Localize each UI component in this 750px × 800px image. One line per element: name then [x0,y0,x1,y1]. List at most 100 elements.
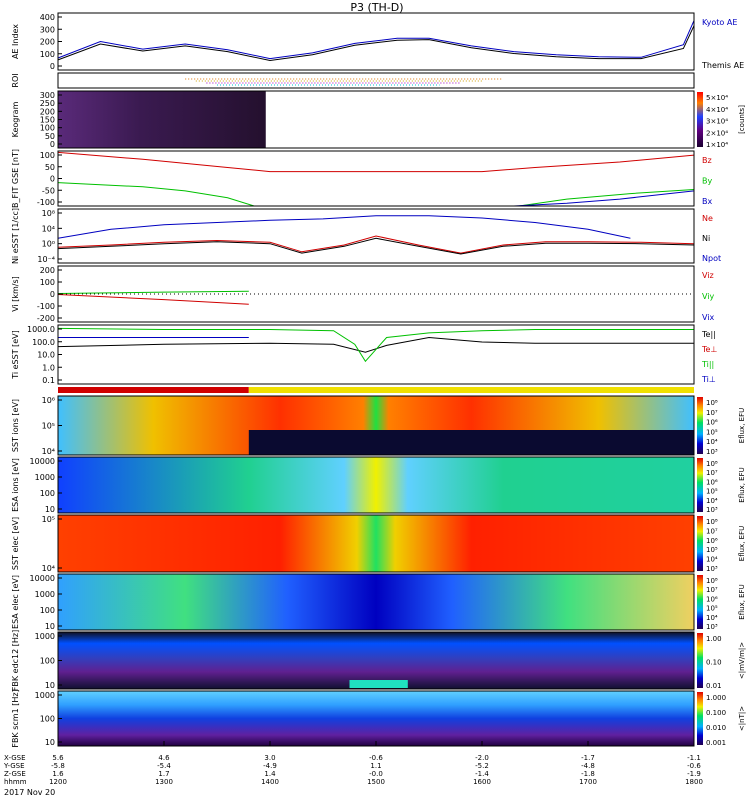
ytick-vi-1: 100 [40,278,55,287]
ylabel-bfit: B_FIT GSE [nT] [11,149,20,208]
bfit-series-1 [57,182,695,207]
cbar-label-fbk_e: <|mV/m|> [738,642,746,679]
panel-frames [57,12,703,747]
cbar-tick-keogram-3: 2×10⁴ [706,129,728,137]
cbar-tick-esa_i-0: 10⁸ [706,460,718,468]
colorbar-fbk_e [697,633,703,688]
ytick-bfit-1: 50 [45,163,55,172]
ephem-label-3: hhmm [4,778,27,786]
ytick-ae-4: 0 [50,62,55,71]
cbar-tick-keogram-0: 5×10⁴ [706,94,728,102]
ephem-value-0-2: 3.0 [264,754,275,762]
cbar-label-esa_e: Eflux, EFU [738,584,746,619]
legend-bfit-1: By [702,177,712,186]
cbar-tick-esa_e-1: 10⁷ [706,586,718,594]
ytick-keogram-3: 150 [40,116,55,125]
ephem-value-0-4: -2.0 [475,754,489,762]
ylabel-sst_e: SST elec [eV] [11,517,20,570]
ephem-value-2-1: 1.7 [158,770,169,778]
esa-ion-low-energy-block [248,430,695,455]
ytick-fbk_e-0: 1000 [35,632,55,641]
colorbar-esa_e [697,575,703,629]
ytick-bfit-4: -100 [37,198,55,207]
ni-series-0 [57,215,631,239]
ytick-ti-2: 10.0 [37,351,55,360]
spectrogram-fbk_e [58,632,694,689]
date-label: 2017 Nov 20 [4,788,55,797]
ytick-vi-0: 200 [40,266,55,275]
cbar-label-sst_e: Eflux, EFU [738,526,746,561]
cbar-tick-sst_i-0: 10⁸ [706,399,718,407]
ytick-keogram-0: 300 [40,91,55,100]
cbar-tick-esa_i-1: 10⁷ [706,469,718,477]
cbar-tick-sst_i-3: 10⁵ [706,428,718,436]
frame-ti [57,324,695,385]
legend-ni-2: Npot [702,254,721,263]
ytick-sst_i-2: 10⁴ [42,447,55,456]
frame-ae [57,12,695,71]
legend-vi-2: Vix [702,313,715,322]
colorbar-sst_i [697,397,703,454]
ephem-value-2-0: 1.6 [52,770,64,778]
flag-bar-segment-1 [248,387,695,393]
cbar-tick-fbk_b-2: 0.010 [706,724,726,732]
cbar-tick-esa_e-0: 10⁸ [706,577,718,585]
legend-ti-1: Te⊥ [701,345,717,354]
ephem-value-2-3: -0.0 [369,770,383,778]
cbar-tick-sst_e-4: 10⁴ [706,556,718,564]
legend-bfit-0: Bz [702,156,712,165]
ephem-value-3-0: 1200 [49,778,67,786]
cbar-label-fbk_b: <|nT|> [738,706,746,731]
ephem-value-1-4: -5.2 [475,762,489,770]
ytick-sst_e-1: 10⁴ [42,564,55,573]
cbar-tick-sst_e-3: 10⁵ [706,546,718,554]
cbar-tick-sst_i-4: 10⁴ [706,438,718,446]
ytick-esa_i-0: 10000 [30,457,55,466]
ytick-esa_e-1: 1000 [35,590,55,599]
ytick-vi-3: -100 [37,302,55,311]
x-axis: X-GSE 5.6 4.6 3.0 -0.6 -2.0 -1.7 -1.1 Y-GSE -5.8 -… [3,741,703,797]
ylabel-roi: ROI [11,73,20,87]
ytick-ti-0: 1000.0 [27,325,55,334]
ephem-label-1: Y-GSE [3,762,25,770]
ytick-ae-3: 100 [40,50,55,59]
ytick-sst_e-0: 10⁵ [42,515,55,524]
cbar-tick-esa_i-2: 10⁶ [706,478,718,486]
cbar-tick-sst_i-1: 10⁷ [706,409,718,417]
ytick-keogram-6: 0 [50,140,55,149]
ephem-value-1-2: -4.9 [263,762,277,770]
ytick-keogram-2: 200 [40,107,55,116]
ytick-fbk_e-1: 100 [40,657,55,666]
cbar-tick-keogram-2: 3×10⁴ [706,118,728,126]
ytick-fbk_e-2: 10 [45,681,55,690]
ytick-ni-1: 10⁴ [42,224,55,233]
ephem-value-2-5: -1.8 [581,770,595,778]
cbar-tick-keogram-4: 1×10⁴ [706,141,728,149]
ephem-label-2: Z-GSE [4,770,26,778]
ephem-value-1-1: -5.4 [157,762,171,770]
ytick-bfit-3: -50 [42,186,55,195]
ytick-fbk_b-0: 1000 [35,691,55,700]
cbar-tick-fbk_b-0: 1.000 [706,694,726,702]
ytick-esa_e-0: 10000 [30,574,55,583]
ti-series-1 [57,327,694,363]
plot-title: P3 (TH-D) [350,1,403,14]
ephem-label-0: X-GSE [4,754,26,762]
ytick-vi-4: -200 [37,314,55,323]
ytick-ae-2: 200 [40,38,55,47]
ephem-value-2-2: 1.4 [264,770,276,778]
spectrogram-esa_i [58,457,694,513]
legend-vi-0: Viz [702,271,714,280]
frame-roi [57,72,695,89]
colorbar-fbk_b [697,692,703,745]
ephem-value-1-5: -4.8 [581,762,595,770]
ylabel-keogram: Keogram [11,101,20,137]
ytick-keogram-1: 250 [40,99,55,108]
legend-ni-1: Ni [702,234,710,243]
bfit-series-2 [513,190,695,207]
ephem-value-1-0: -5.8 [51,762,65,770]
ytick-ni-2: 10⁰ [42,240,55,249]
legend-ni-0: Ne [702,214,713,223]
ephem-value-3-5: 1700 [579,778,597,786]
ephem-value-3-3: 1500 [367,778,385,786]
